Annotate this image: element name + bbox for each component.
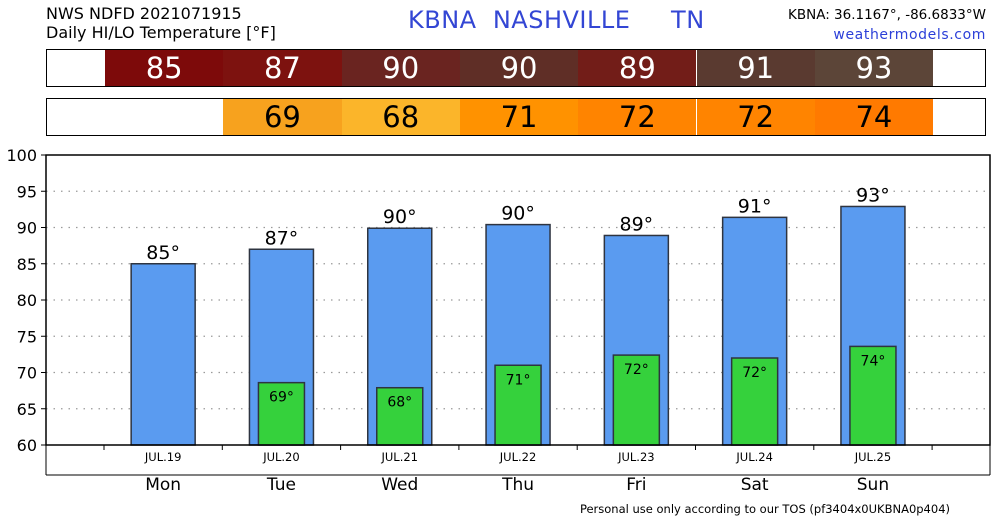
high-temp-label: 90° bbox=[383, 206, 417, 228]
day-label: Sun bbox=[857, 475, 889, 495]
high-temperature-row: 85 87 90 90 89 91 93 bbox=[46, 49, 986, 87]
low-temp-cell: 72 bbox=[696, 99, 815, 135]
day-label: Sat bbox=[741, 475, 769, 495]
high-temp-cell: 91 bbox=[696, 50, 815, 86]
low-temp-label: 69° bbox=[269, 390, 294, 406]
product-header: NWS NDFD 2021071915 Daily HI/LO Temperat… bbox=[46, 4, 276, 42]
low-temp-label: 72° bbox=[742, 365, 767, 381]
product-id: NWS NDFD 2021071915 bbox=[46, 4, 242, 23]
low-temp-label: 72° bbox=[624, 362, 649, 378]
y-tick-label: 95 bbox=[17, 182, 37, 201]
high-temp-cell: 87 bbox=[223, 50, 342, 86]
high-temp-label: 93° bbox=[856, 184, 890, 206]
day-label: Thu bbox=[501, 475, 534, 495]
high-temp-cell: 93 bbox=[814, 50, 934, 86]
low-temp-cell: 72 bbox=[578, 99, 697, 135]
low-temp-label: 71° bbox=[506, 372, 531, 388]
day-label: Tue bbox=[266, 475, 296, 495]
low-temp-bar bbox=[257, 381, 306, 446]
date-label: JUL.19 bbox=[144, 450, 182, 464]
y-tick-label: 100 bbox=[6, 146, 37, 165]
day-label: Mon bbox=[145, 475, 181, 495]
product-variable: Daily HI/LO Temperature [°F] bbox=[46, 23, 276, 42]
high-temp-label: 91° bbox=[738, 195, 772, 217]
y-tick-label: 60 bbox=[17, 436, 37, 455]
low-temp-bar bbox=[849, 345, 897, 446]
station-coords: KBNA: 36.1167°, -86.6833°W bbox=[787, 7, 986, 23]
y-tick-label: 85 bbox=[17, 255, 37, 274]
high-temp-label: 90° bbox=[501, 203, 535, 225]
low-temperature-row: 69 68 71 72 72 74 bbox=[46, 98, 986, 136]
coords-block: KBNA: 36.1167°, -86.6833°W weathermodels… bbox=[788, 5, 986, 45]
high-temp-label: 89° bbox=[620, 213, 654, 235]
high-temp-cell: 90 bbox=[459, 50, 579, 86]
y-tick-label: 65 bbox=[17, 400, 37, 419]
low-temp-cell: 71 bbox=[459, 99, 579, 135]
high-temp-cell: 90 bbox=[341, 50, 460, 86]
plot-frame bbox=[45, 154, 991, 446]
low-temp-cell: 68 bbox=[341, 99, 460, 135]
day-label: Wed bbox=[381, 475, 418, 495]
y-tick-label: 80 bbox=[17, 291, 37, 310]
low-temp-bar bbox=[376, 386, 424, 446]
date-label: JUL.22 bbox=[499, 450, 537, 464]
y-tick-label: 70 bbox=[17, 364, 37, 383]
footer-note: Personal use only according to our TOS (… bbox=[579, 502, 950, 516]
high-temp-cell: 89 bbox=[578, 50, 697, 86]
low-temp-bar bbox=[612, 354, 661, 446]
date-label: JUL.21 bbox=[380, 450, 418, 464]
date-label: JUL.24 bbox=[735, 450, 773, 464]
y-tick-label: 75 bbox=[17, 327, 37, 346]
high-temp-cell: 85 bbox=[105, 50, 224, 86]
station-title: KBNA NASHVILLE TN bbox=[408, 6, 705, 34]
date-label: JUL.20 bbox=[262, 450, 300, 464]
date-label: JUL.25 bbox=[854, 450, 892, 464]
temperature-chart: 60 65 70 75 80 85 90 95 100 85° JUL.19 Mon 87° 69° JUL… bbox=[6, 146, 991, 495]
day-label: Fri bbox=[626, 475, 646, 495]
high-temp-label: 85° bbox=[146, 242, 180, 264]
low-temp-label: 74° bbox=[861, 353, 886, 369]
date-label: JUL.23 bbox=[617, 450, 655, 464]
low-temp-cell: 69 bbox=[223, 99, 342, 135]
high-temp-bar bbox=[130, 263, 196, 446]
low-temp-cell: 74 bbox=[814, 99, 934, 135]
y-tick-label: 90 bbox=[17, 219, 37, 238]
high-temp-label: 87° bbox=[265, 227, 299, 249]
site-link[interactable]: weathermodels.com bbox=[833, 27, 986, 43]
low-temp-bar bbox=[730, 357, 779, 446]
low-temp-label: 68° bbox=[387, 395, 412, 411]
